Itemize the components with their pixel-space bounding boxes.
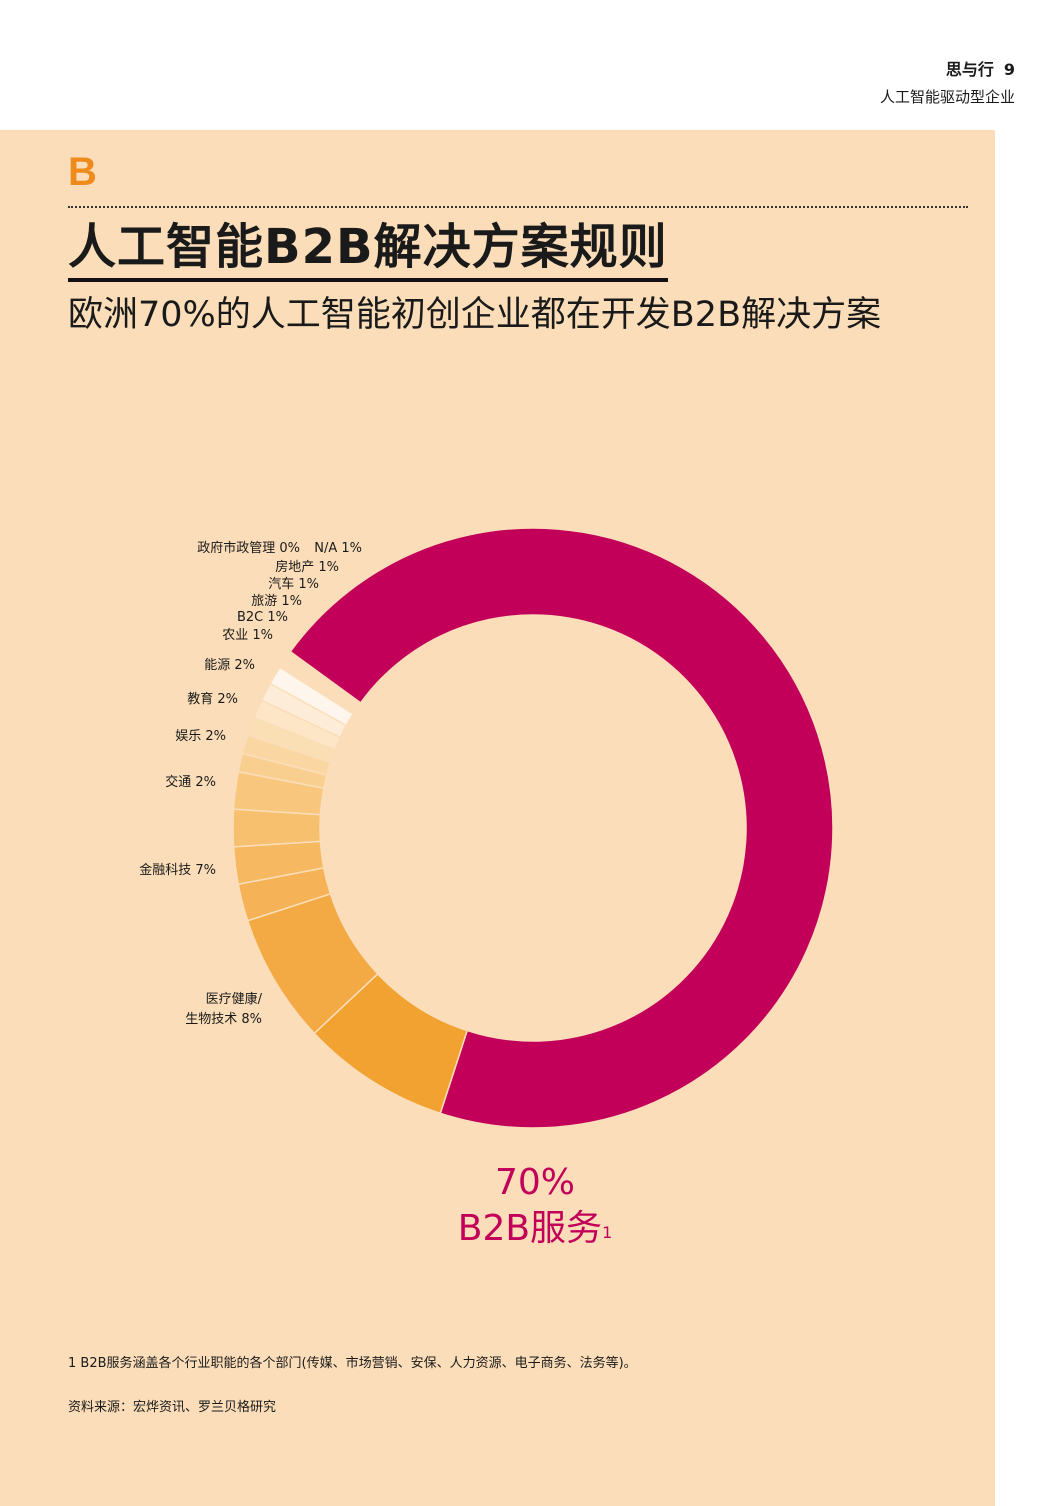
source-note: 资料来源：宏烨资讯、罗兰贝格研究 <box>68 1400 277 1415</box>
donut-labels: 医疗健康/生物技术 8% 金融科技 7% 交通 2% 娱乐 2% 教育 2% 能源 2% 农… <box>139 540 362 1027</box>
footnote: 1 B2B服务涵盖各个行业职能的各个部门(传媒、市场营销、安保、人力资源、电子商… <box>68 1356 637 1371</box>
header-section: 思与行 <box>945 60 994 79</box>
slice-label-13: N/A 1% <box>314 541 362 556</box>
highlight-text-row: B2B服务1 <box>435 1206 635 1252</box>
slice-label-7: 农业 1% <box>222 628 273 643</box>
page-header: 思与行 9 人工智能驱动型企业 <box>880 56 1015 107</box>
slice-label-8: B2C 1% <box>237 610 288 625</box>
slice-label-9: 旅游 1% <box>251 594 302 609</box>
header-section-row: 思与行 9 <box>880 56 1015 80</box>
donut-slices <box>232 527 834 1129</box>
donut-slice-5 <box>232 808 322 848</box>
section-letter: B <box>68 150 97 194</box>
slice-label-6: 能源 2% <box>204 658 255 673</box>
dotted-divider <box>68 206 968 208</box>
slice-label-4: 娱乐 2% <box>175 729 226 744</box>
header-subtitle: 人工智能驱动型企业 <box>879 88 1015 106</box>
slice-label-10: 汽车 1% <box>268 576 319 592</box>
slice-label-2: 金融科技 7% <box>139 862 216 878</box>
highlight-value: 70% <box>494 1162 575 1203</box>
donut-slice-13 <box>269 666 355 727</box>
page-number: 9 <box>1003 60 1015 79</box>
highlight-label: 70% B2B服务1 <box>435 1160 635 1252</box>
slice-label-1: 医疗健康/生物技术 8% <box>185 991 262 1027</box>
panel-subtitle: 欧洲70%的人工智能初创企业都在开发B2B解决方案 <box>68 295 882 335</box>
panel-title: 人工智能B2B解决方案规则 <box>68 218 668 282</box>
slice-label-11: 房地产 1% <box>275 559 339 575</box>
slice-label-12: 政府市政管理 0% <box>197 540 300 556</box>
highlight-text: B2B服务 <box>457 1208 603 1249</box>
donut-slice-0 <box>289 527 834 1129</box>
slice-label-5: 教育 2% <box>187 691 238 707</box>
slice-label-3: 交通 2% <box>165 774 216 790</box>
footnote-mark: 1 <box>602 1223 613 1242</box>
